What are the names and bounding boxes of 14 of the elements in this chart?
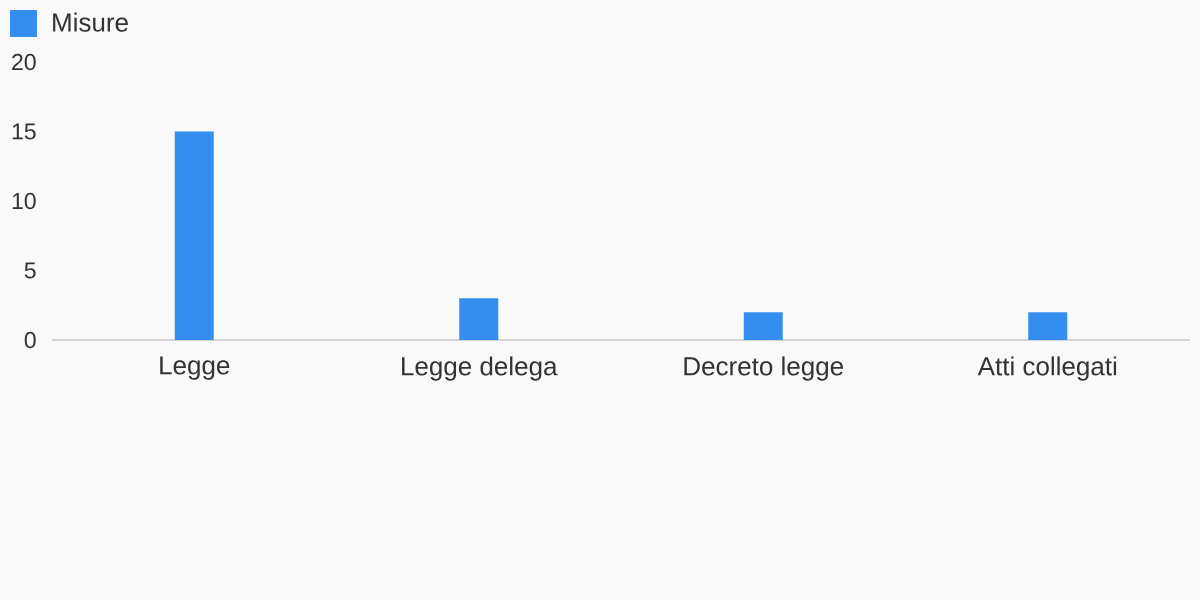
y-tick-label: 20: [12, 53, 36, 71]
x-tick-label: Atti collegati: [977, 356, 1117, 381]
bar: [743, 312, 783, 340]
x-tick-label: Legge: [160, 356, 230, 380]
legend-label: Misure: [53, 12, 128, 32]
bar: [174, 131, 214, 340]
x-tick-label: Decreto legge: [684, 356, 843, 381]
y-tick-label: 10: [12, 192, 36, 210]
y-tick-label: 5: [24, 262, 36, 279]
y-tick-label: 15: [12, 123, 36, 140]
bar: [459, 298, 499, 340]
bar: [1028, 312, 1068, 340]
x-tick-label: Legge delega: [402, 356, 558, 381]
y-tick-label: 0: [24, 331, 36, 349]
